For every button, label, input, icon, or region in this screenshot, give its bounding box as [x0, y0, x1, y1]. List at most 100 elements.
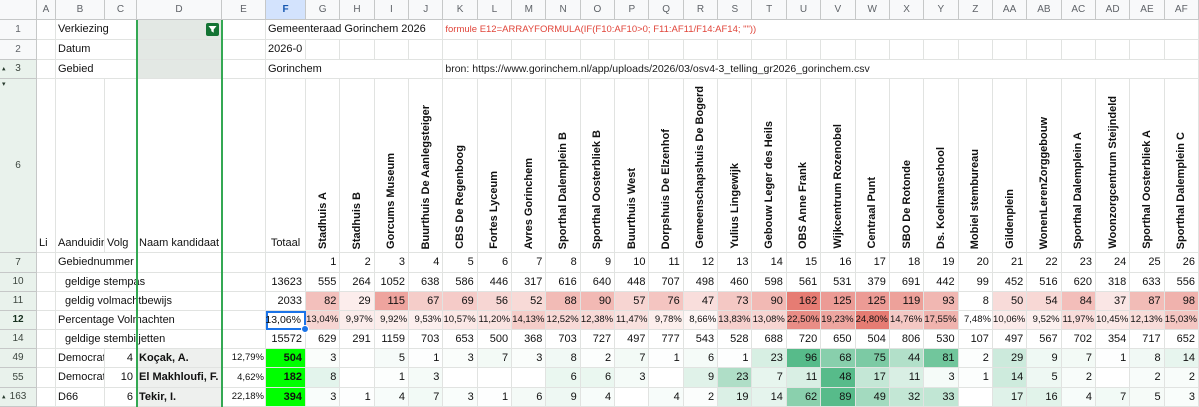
vote-cell[interactable]: 7	[1095, 388, 1131, 407]
station-header[interactable]: Sporthal Dalemplein B	[546, 79, 581, 253]
vote-cell[interactable]: 5	[1027, 368, 1062, 388]
vote-cell[interactable]	[1095, 368, 1131, 388]
gebiednummer-value[interactable]: 7	[512, 253, 547, 273]
vote-cell[interactable]: 1	[477, 388, 513, 407]
vote-cell[interactable]: 16	[1027, 388, 1062, 407]
volmacht-value[interactable]: 57	[615, 292, 650, 311]
column-header-ac[interactable]: AC	[1061, 0, 1096, 20]
vote-cell[interactable]: 7	[477, 349, 513, 368]
column-header-e[interactable]: E	[222, 0, 266, 20]
stembiljetten-value[interactable]: 703	[409, 330, 444, 349]
filter-icon[interactable]	[206, 23, 219, 36]
empty-cell[interactable]	[649, 40, 684, 60]
station-header[interactable]: Wijkcentrum Rozenobel	[821, 79, 856, 253]
vote-cell[interactable]: 3	[512, 349, 547, 368]
station-header[interactable]: Centraal Punt	[855, 79, 890, 253]
stempas-value[interactable]: 452	[992, 273, 1028, 292]
candidate-total[interactable]: 182	[266, 368, 306, 388]
stempas-value[interactable]: 498	[683, 273, 719, 292]
column-header-f[interactable]: F	[266, 0, 306, 20]
station-header[interactable]: Dorpshuis De Elzenhof	[649, 79, 684, 253]
stempas-value[interactable]: 598	[752, 273, 787, 292]
total-stembiljetten[interactable]: 15572	[266, 330, 306, 349]
stempas-value[interactable]: 633	[1130, 273, 1165, 292]
total-stempas[interactable]: 13623	[266, 273, 306, 292]
vote-cell[interactable]: 2	[580, 349, 616, 368]
vote-cell[interactable]: 4	[649, 388, 684, 407]
row-header-7[interactable]: 7	[0, 253, 37, 273]
candidate-volgnummer[interactable]: 10	[105, 368, 137, 388]
candidate-pct[interactable]: 12,79%	[222, 349, 266, 368]
stembiljetten-value[interactable]: 703	[546, 330, 581, 349]
vote-cell[interactable]: 8	[306, 368, 341, 388]
row-header-10[interactable]: 10	[0, 273, 37, 292]
row-header-12[interactable]: 12	[0, 311, 37, 330]
stempas-value[interactable]: 446	[477, 273, 513, 292]
vote-cell[interactable]: 19	[718, 388, 753, 407]
vote-cell[interactable]: 2	[683, 388, 719, 407]
gebiednummer-value[interactable]: 23	[1061, 253, 1096, 273]
stembiljetten-value[interactable]: 806	[889, 330, 925, 349]
datum-label[interactable]: Datum	[56, 40, 137, 60]
column-header-y[interactable]: Y	[924, 0, 959, 20]
volmacht-value[interactable]: 93	[924, 292, 959, 311]
gebiednummer-value[interactable]: 5	[443, 253, 478, 273]
station-header[interactable]: Stadhuis B	[340, 79, 375, 253]
column-header-n[interactable]: N	[546, 0, 581, 20]
stempas-value[interactable]: 442	[924, 273, 959, 292]
row-header-1[interactable]: 1	[0, 20, 37, 40]
vote-cell[interactable]: 9	[546, 388, 581, 407]
election-title[interactable]: Gemeenteraad Gorinchem 2026	[266, 20, 444, 40]
stempas-value[interactable]: 516	[1027, 273, 1062, 292]
stembiljetten-value[interactable]: 497	[992, 330, 1028, 349]
gebiednummer-value[interactable]: 16	[821, 253, 856, 273]
vote-cell[interactable]: 89	[821, 388, 856, 407]
volmacht-pct-value[interactable]: 10,45%	[1095, 311, 1131, 330]
stembiljetten-value[interactable]: 688	[752, 330, 787, 349]
row-label-volmacht-pct[interactable]: Percentage Volmachten	[56, 311, 266, 330]
vote-cell[interactable]: 29	[992, 349, 1028, 368]
gebiednummer-value[interactable]: 20	[958, 253, 993, 273]
gebiednummer-value[interactable]: 21	[992, 253, 1028, 273]
col-lijst-header[interactable]: Li	[37, 79, 56, 253]
group-collapse-arrow-icon[interactable]: ▾	[2, 81, 6, 88]
column-header-k[interactable]: K	[443, 0, 478, 20]
empty-cell[interactable]	[37, 330, 56, 349]
column-header-a[interactable]: A	[37, 0, 56, 20]
station-header[interactable]: Buurthuis De Aanlegsteiger	[409, 79, 444, 253]
vote-cell[interactable]: 96	[786, 349, 822, 368]
empty-cell[interactable]	[37, 40, 56, 60]
stempas-value[interactable]: 318	[1095, 273, 1131, 292]
volmacht-value[interactable]: 37	[1095, 292, 1131, 311]
row-header-163[interactable]: 163 ▴	[0, 388, 37, 407]
column-header-c[interactable]: C	[105, 0, 137, 20]
stembiljetten-value[interactable]: 497	[615, 330, 650, 349]
gebiednummer-value[interactable]: 10	[615, 253, 650, 273]
vote-cell[interactable]: 9	[683, 368, 719, 388]
empty-cell[interactable]	[137, 40, 222, 60]
station-header[interactable]: OBS Anne Frank	[786, 79, 822, 253]
station-header[interactable]: Mobiel stembureau	[958, 79, 993, 253]
column-header-m[interactable]: M	[512, 0, 547, 20]
stempas-value[interactable]: 460	[718, 273, 753, 292]
station-header[interactable]: Gemeenschapshuis De Bogerd	[683, 79, 719, 253]
gebiednummer-value[interactable]: 19	[924, 253, 959, 273]
stempas-value[interactable]: 640	[580, 273, 616, 292]
gebiednummer-value[interactable]: 6	[477, 253, 513, 273]
formula-note[interactable]: formule E12=ARRAYFORMULA(IF(F10:AF10>0; …	[443, 20, 1199, 40]
gebiednummer-value[interactable]: 17	[855, 253, 890, 273]
empty-cell[interactable]	[889, 40, 925, 60]
datum-value[interactable]: 2026-0	[266, 40, 306, 60]
station-header[interactable]: Gebouw Leger des Heils	[752, 79, 787, 253]
gebiednummer-value[interactable]: 2	[340, 253, 375, 273]
stempas-value[interactable]: 531	[821, 273, 856, 292]
volmacht-pct-value[interactable]: 7,48%	[958, 311, 993, 330]
column-header-ae[interactable]: AE	[1130, 0, 1165, 20]
volmacht-pct-value[interactable]: 9,97%	[340, 311, 375, 330]
stempas-value[interactable]: 379	[855, 273, 890, 292]
empty-cell[interactable]	[137, 60, 222, 79]
empty-cell[interactable]	[37, 311, 56, 330]
column-header-l[interactable]: L	[477, 0, 513, 20]
vote-cell[interactable]: 1	[649, 349, 684, 368]
station-header[interactable]: Fortes Lyceum	[477, 79, 513, 253]
